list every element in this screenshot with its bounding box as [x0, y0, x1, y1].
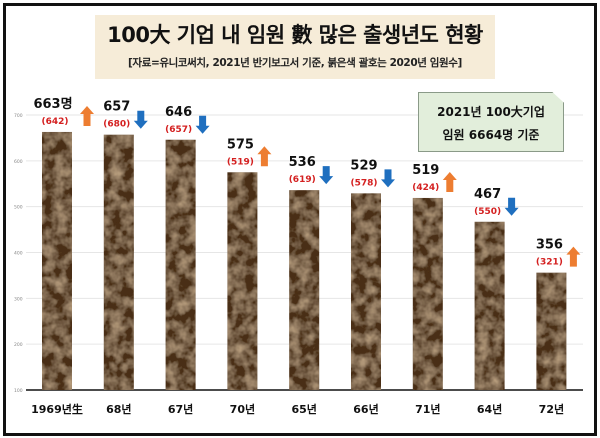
y-tick-label: 400 [14, 251, 23, 257]
x-tick-label: 64년 [477, 402, 502, 416]
chart-subtitle: [자료=유니코써치, 2021년 반기보고서 기준, 붉은색 괄호는 2020년… [128, 57, 462, 69]
prev-year-label: (424) [412, 183, 439, 193]
prev-year-label: (578) [350, 178, 377, 188]
prev-year-label: (550) [474, 207, 501, 217]
title-box: 100大 기업 내 임원 數 많은 출생년도 현황 [자료=유니코써치, 202… [95, 15, 495, 79]
x-tick-label: 66년 [353, 402, 378, 416]
y-tick-label: 100 [14, 388, 23, 394]
bar [165, 139, 196, 390]
x-tick-label: 67년 [168, 402, 193, 416]
bar [227, 172, 258, 390]
prev-year-label: (321) [536, 258, 563, 268]
value-label: 467 [474, 187, 501, 202]
prev-year-label: (519) [227, 157, 254, 167]
value-label: 519 [412, 163, 439, 178]
x-tick-label: 70년 [230, 402, 255, 416]
annotation-line1: 2021년 100大기업 [437, 105, 545, 119]
prev-year-label: (619) [289, 175, 316, 185]
x-tick-label: 68년 [106, 402, 131, 416]
bar [351, 193, 381, 390]
annotation-line2: 임원 6664명 기준 [442, 128, 540, 142]
x-tick-label: 1969년生 [31, 402, 83, 416]
arrow-down-icon [195, 115, 210, 134]
arrow-up-icon [80, 105, 94, 126]
bar [289, 190, 320, 390]
x-tick-label: 65년 [291, 402, 316, 416]
arrow-down-icon [504, 197, 519, 216]
y-tick-label: 300 [14, 296, 23, 302]
value-label: 575 [227, 137, 254, 152]
y-tick-label: 600 [14, 159, 23, 165]
prev-year-label: (680) [103, 120, 130, 130]
arrow-down-icon [319, 166, 334, 185]
bar [42, 131, 72, 391]
value-label: 529 [350, 158, 377, 173]
x-tick-label: 72년 [539, 402, 564, 416]
value-label: 356 [536, 238, 563, 253]
arrow-down-icon [381, 169, 395, 188]
bar [536, 272, 567, 390]
arrow-down-icon [133, 110, 148, 129]
x-tick-label: 71년 [415, 402, 440, 416]
arrow-up-icon [566, 246, 581, 267]
bar [474, 221, 505, 390]
annotation-box: 2021년 100大기업 임원 6664명 기준 [418, 92, 564, 152]
bar [103, 134, 134, 390]
arrow-up-icon [257, 146, 272, 167]
y-tick-label: 200 [14, 342, 23, 348]
value-label: 657 [103, 100, 130, 115]
value-label: 646 [165, 105, 192, 120]
prev-year-label: (657) [165, 125, 192, 135]
value-label: 536 [289, 155, 316, 170]
arrow-up-icon [442, 171, 457, 192]
y-tick-label: 700 [14, 113, 23, 119]
bar [412, 197, 443, 390]
prev-year-label: (642) [41, 117, 68, 127]
y-tick-label: 500 [14, 205, 23, 211]
value-label: 663명 [33, 96, 72, 112]
chart-title: 100大 기업 내 임원 數 많은 출생년도 현황 [107, 23, 483, 47]
